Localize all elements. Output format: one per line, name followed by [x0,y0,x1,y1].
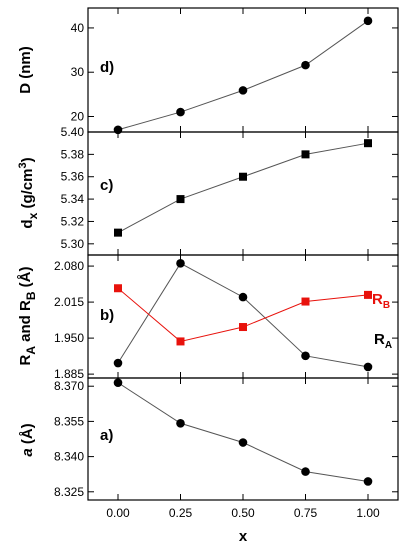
y-tick-label: 1.950 [54,331,84,345]
plot-frame [87,131,399,256]
data-point-circle [363,16,373,26]
panel-letter: b) [100,307,114,324]
data-point-circle [238,86,248,95]
y-axis-title-a: a (Å) [19,423,36,456]
y-title-text: D (nm) [17,46,34,94]
y-title-end: ) [19,157,36,162]
y-tick-label: 2.080 [54,259,84,273]
y-tick-label: 2.015 [54,295,84,309]
y-tick-label: 5.34 [61,192,85,206]
panel-d: 20 30 40 d) [71,7,399,135]
panel-a: 8.325 8.340 8.355 8.370 a) [54,377,399,501]
data-point-square [364,139,372,148]
y-tick-label: 40 [71,21,85,35]
y-tick-label: 8.340 [54,450,84,464]
y-title-rest: (g/cm [19,169,36,213]
data-point-square [176,195,185,204]
y-tick-label: 1.885 [54,367,84,381]
y-tick-label: 5.38 [61,147,85,161]
x-tick-label: 0.25 [169,506,193,520]
data-point-circle [113,378,123,387]
series-line [117,382,369,482]
y-title-italic: a [19,448,36,456]
y-tick-label: 8.325 [54,485,84,499]
y-tick-label: 5.30 [61,237,85,251]
series-line [117,262,369,368]
y-title-sub: A [24,346,38,355]
panel-letter: a) [100,427,113,444]
y-title-sub: x [26,212,40,219]
data-point-square [301,297,310,306]
y-title-part: (Å) [17,266,34,291]
y-title-sub: B [24,291,38,300]
data-point-circle [301,60,310,70]
data-point-square [114,284,122,293]
series-label-ra: RA [374,331,392,351]
y-title-sup: 3 [17,162,29,168]
data-point-square [364,290,372,299]
y-axis-title-b: RA and RB (Å) [17,266,38,365]
data-point-circle [301,351,310,361]
plot-frame [87,254,399,379]
x-tick-label: 0.50 [231,506,255,520]
data-point-square [114,228,122,237]
y-title-rest: (Å) [19,423,36,448]
y-axis-title-c: dx (g/cm3) [17,157,40,228]
series-name-sub: A [385,340,392,351]
y-tick-label: 20 [71,110,85,124]
x-axis-title: x [239,528,248,545]
data-point-square [301,150,310,159]
data-point-circle [301,467,310,476]
x-tick-label: 0.00 [106,506,130,520]
panel-c: 5.30 5.32 5.34 5.36 5.38 5.40 c) [61,125,399,256]
plot-frame [87,7,399,133]
data-point-circle [363,477,373,486]
y-title-part: and R [17,300,34,346]
data-point-circle [238,438,248,447]
series-name-sub: B [383,300,390,311]
series-name-main: R [374,331,385,348]
series-line [117,142,369,234]
panel-letter: d) [100,59,114,76]
data-point-circle [113,358,123,368]
data-point-circle [176,259,185,268]
y-tick-label: 5.36 [61,170,85,184]
data-point-square [239,323,247,332]
series-line [117,20,369,131]
data-point-circle [176,107,185,117]
panel-b: 1.885 1.950 2.015 2.080 b) [54,254,399,381]
y-title-part: R [17,355,34,366]
panel-letter: c) [100,177,113,194]
y-tick-label: 5.40 [61,125,85,139]
data-point-circle [363,362,373,372]
y-tick-label: 8.355 [54,414,84,428]
data-point-circle [238,292,248,302]
data-point-square [176,337,185,346]
x-tick-label: 1.00 [356,506,380,520]
y-title-main: d [19,219,36,228]
series-name-main: R [372,291,383,308]
data-point-circle [176,418,185,428]
series-label-rb: RB [372,291,390,311]
data-point-square [239,172,247,181]
y-tick-label: 5.32 [61,214,85,228]
x-tick-label: 0.75 [294,506,318,520]
y-tick-label: 8.370 [54,379,84,393]
y-axis-title-d: D (nm) [17,46,34,94]
y-tick-label: 30 [71,65,85,79]
